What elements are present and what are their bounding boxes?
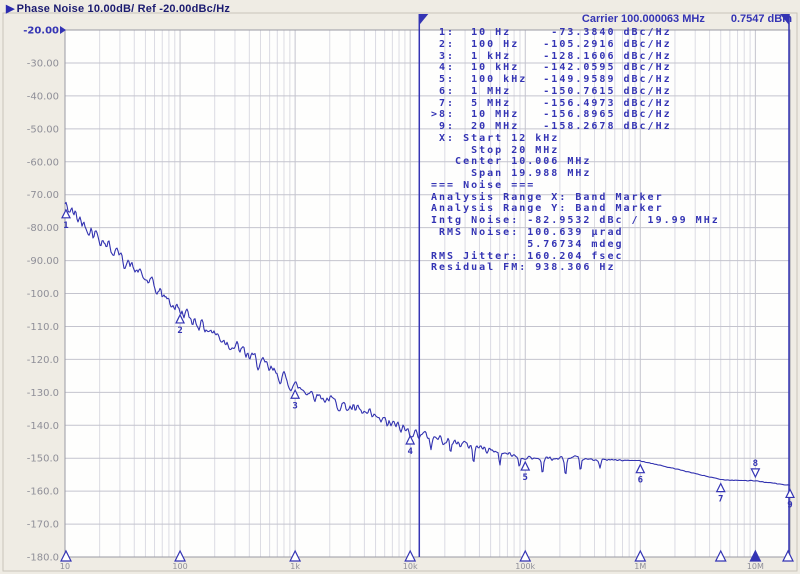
y-axis-label: -170.0 (27, 520, 59, 531)
marker-9-number: 9 (787, 500, 792, 510)
y-axis-label: -50.00 (27, 124, 59, 135)
readout-line: Span 19.988 MHz (431, 168, 592, 180)
readout-line: 7: 5 MHz -156.4973 dBc/Hz (431, 97, 672, 109)
y-axis-label: -100.0 (27, 289, 59, 300)
band-marker-stop-flag-icon[interactable] (780, 14, 789, 25)
marker-6-glyph-icon[interactable] (635, 463, 646, 474)
trace-scale-label: Phase Noise 10.00dB/ Ref -20.00dBc/Hz (16, 3, 231, 15)
y-axis-label: -80.00 (27, 223, 59, 234)
y-axis-label: -40.00 (27, 91, 59, 102)
readout-line: Center 10.006 MHz (431, 156, 592, 168)
y-axis-label: -60.00 (27, 157, 59, 168)
y-axis-label: -180.0 (27, 553, 59, 564)
y-axis-ref-level: -20.00 (23, 26, 59, 37)
x-axis-label: 10 (60, 562, 70, 571)
x-axis-label: 1k (290, 562, 300, 571)
x-axis-label: 100k (515, 562, 535, 571)
readout-line: X: Start 12 kHz (431, 132, 560, 144)
ref-arrow-icon (60, 26, 66, 34)
phase-noise-trace (64, 201, 791, 486)
y-axis-label: -90.00 (27, 256, 59, 267)
readout-line: 1: 10 Hz -73.3840 dBc/Hz (431, 27, 672, 38)
marker-1-number: 1 (63, 221, 68, 231)
y-axis-label: -150.0 (27, 454, 59, 465)
y-axis-label: -160.0 (27, 487, 59, 498)
readout-line: 4: 10 kHz -142.0595 dBc/Hz (431, 62, 672, 74)
marker-9-axis-indicator-icon[interactable] (782, 549, 794, 562)
readout-line: 5: 100 kHz -149.9589 dBc/Hz (431, 74, 672, 86)
marker-5-glyph-icon[interactable] (520, 460, 531, 471)
marker-3-number: 3 (292, 401, 297, 411)
readout-line: RMS Jitter: 160.204 fsec (431, 250, 624, 262)
marker-5-axis-indicator-icon[interactable] (519, 549, 532, 562)
readout-line: Analysis Range Y: Band Marker (431, 203, 664, 215)
marker-1-glyph-icon[interactable] (61, 208, 71, 219)
marker-6-number: 6 (638, 476, 643, 486)
readout-line: Analysis Range X: Band Marker (431, 191, 664, 203)
y-axis-label: -120.0 (27, 355, 59, 366)
y-axis-label: -110.0 (27, 322, 59, 333)
readout-line: 9: 20 MHz -158.2678 dBc/Hz (431, 121, 672, 133)
marker-8-glyph-icon[interactable] (750, 468, 761, 479)
y-axis-label: -30.00 (27, 58, 59, 69)
x-axis-label: 10k (403, 562, 418, 571)
readout-line: 2: 100 Hz -105.2916 dBc/Hz (431, 38, 672, 50)
carrier-frequency: Carrier 100.000063 MHz (581, 13, 705, 25)
carrier-power: 0.7547 dBm (730, 13, 792, 25)
marker-7-glyph-icon[interactable] (715, 482, 726, 493)
marker-7-axis-indicator-icon[interactable] (714, 549, 727, 562)
marker-2-axis-indicator-icon[interactable] (174, 549, 187, 562)
readout-line: 3: 1 kHz -128.1606 dBc/Hz (431, 50, 672, 62)
y-axis-label: -140.0 (27, 421, 59, 432)
marker-4-glyph-icon[interactable] (405, 434, 416, 445)
y-axis-label: -70.00 (27, 190, 59, 201)
marker-8-axis-indicator-icon[interactable] (749, 549, 762, 562)
readout-line: Stop 20 MHz (431, 144, 560, 156)
readout-line: Intg Noise: -82.9532 dBc / 19.99 MHz (431, 215, 720, 227)
marker-9-glyph-icon[interactable] (785, 488, 795, 499)
marker-6-axis-indicator-icon[interactable] (634, 549, 647, 562)
marker-5-number: 5 (523, 473, 528, 483)
readout-line: 5.76734 mdeg (431, 238, 624, 250)
readout-line: 6: 1 MHz -150.7615 dBc/Hz (431, 85, 672, 97)
trace-marker-icon: ▶ (6, 3, 15, 15)
readout-line: >8: 10 MHz -156.8965 dBc/Hz (431, 109, 672, 121)
marker-4-number: 4 (407, 447, 413, 457)
marker-2-glyph-icon[interactable] (175, 313, 186, 324)
marker-2-number: 2 (177, 326, 182, 336)
band-marker-start-flag-icon[interactable] (419, 14, 429, 25)
readout-line: RMS Noise: 100.639 µrad (431, 227, 624, 239)
screen-bezel (2, 12, 798, 572)
plot-frame (64, 29, 791, 558)
x-axis-label: 1M (634, 562, 646, 571)
marker-1-axis-indicator-icon[interactable] (60, 549, 72, 562)
marker-3-glyph-icon[interactable] (290, 388, 301, 399)
marker-3-axis-indicator-icon[interactable] (289, 549, 302, 562)
carrier-readout: Carrier 100.000063 MHz 0.7547 dBm (582, 13, 792, 25)
marker-readout-panel: 1: 10 Hz -73.3840 dBc/Hz 2: 100 Hz -105.… (431, 27, 720, 274)
readout-line: Residual FM: 938.306 Hz (431, 262, 616, 274)
x-axis-label: 100 (172, 562, 187, 571)
marker-8-number: 8 (753, 459, 758, 469)
y-axis-label: -130.0 (27, 388, 59, 399)
readout-line: === Noise === (431, 179, 536, 191)
marker-7-number: 7 (718, 495, 723, 505)
x-axis-label: 10M (747, 562, 764, 571)
marker-4-axis-indicator-icon[interactable] (404, 549, 417, 562)
trace-header: ▶ Phase Noise 10.00dB/ Ref -20.00dBc/Hz (6, 2, 230, 15)
